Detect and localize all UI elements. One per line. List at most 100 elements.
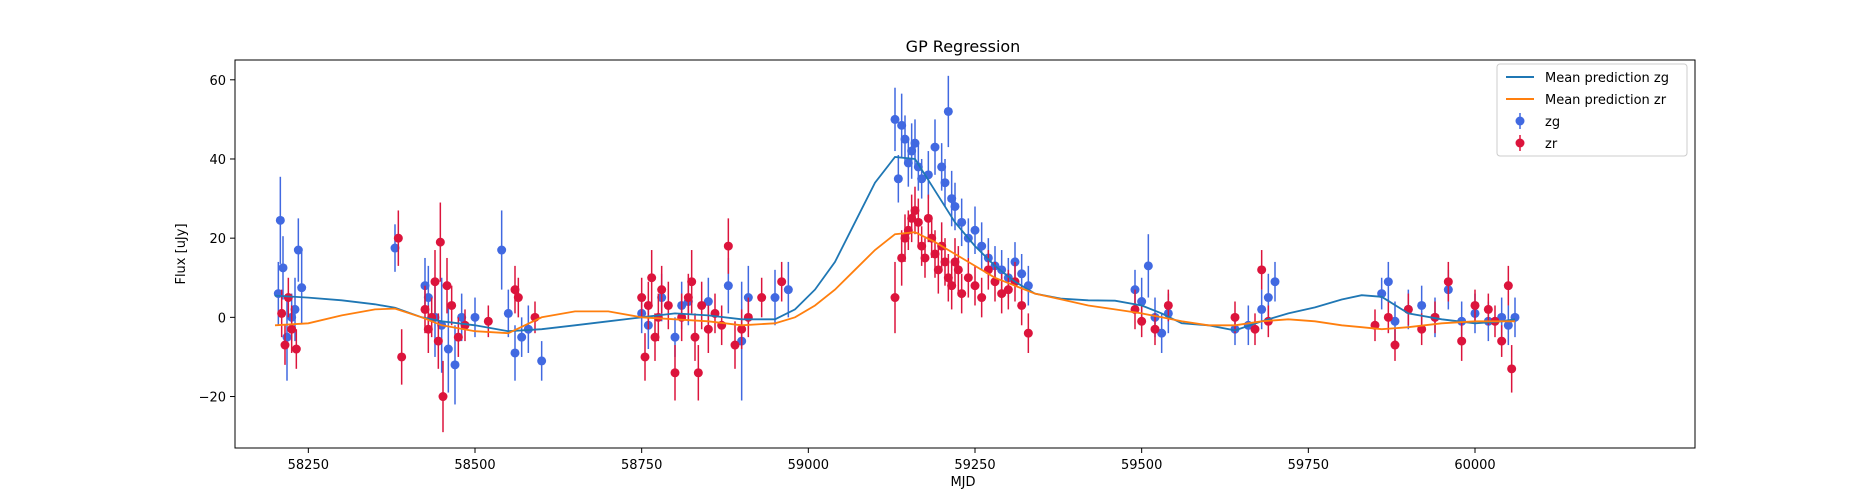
x-tick-label: 59000: [788, 458, 829, 473]
data-point: [650, 332, 660, 342]
plot-frame: [234, 59, 1696, 449]
data-point: [1390, 316, 1400, 326]
y-axis-label: Flux [uJy]: [174, 223, 189, 284]
data-point: [1250, 324, 1260, 334]
y-tick-label: −20: [199, 391, 226, 406]
data-point: [1257, 265, 1267, 275]
data-point: [670, 368, 680, 378]
data-point: [510, 285, 520, 295]
data-point: [777, 277, 787, 287]
legend: Mean prediction zg Mean prediction zr zg…: [1496, 63, 1688, 157]
data-point: [423, 324, 433, 334]
data-point: [282, 332, 292, 342]
data-point: [783, 285, 793, 295]
data-point: [970, 281, 980, 291]
data-point: [435, 237, 445, 247]
data-point: [943, 106, 953, 116]
data-point: [1417, 324, 1427, 334]
data-point: [1503, 281, 1513, 291]
data-point: [917, 174, 927, 184]
data-point: [1383, 277, 1393, 287]
series-line-mean-prediction-zr: [274, 231, 1515, 335]
data-point: [997, 289, 1007, 299]
data-point: [1383, 312, 1393, 322]
data-point: [1507, 364, 1517, 374]
data-point: [453, 332, 463, 342]
data-point: [657, 285, 667, 295]
data-point: [900, 134, 910, 144]
data-point: [1003, 285, 1013, 295]
data-point: [890, 293, 900, 303]
legend-label-mean-zg: Mean prediction zg: [1545, 71, 1669, 86]
data-point: [940, 178, 950, 188]
data-point: [1483, 304, 1493, 314]
data-point: [637, 293, 647, 303]
data-point: [443, 344, 453, 354]
data-point: [510, 348, 520, 358]
data-point: [897, 253, 907, 263]
data-point: [1143, 261, 1153, 271]
data-point: [457, 312, 467, 322]
data-point: [927, 233, 937, 243]
data-point: [743, 312, 753, 322]
data-point: [893, 174, 903, 184]
y-tick-label: 20: [209, 232, 226, 247]
data-point: [697, 300, 707, 310]
series-line-mean-prediction-zg: [274, 156, 1516, 333]
data-point: [770, 293, 780, 303]
data-point: [917, 241, 927, 251]
data-point: [687, 277, 697, 287]
data-point: [513, 293, 523, 303]
data-point: [1137, 316, 1147, 326]
data-point: [430, 277, 440, 287]
x-axis-label: MJD: [950, 475, 975, 490]
data-point: [923, 213, 933, 223]
x-tick-label: 58250: [288, 458, 329, 473]
data-point: [438, 392, 448, 402]
data-point: [703, 324, 713, 334]
data-point: [1497, 336, 1507, 346]
data-point: [640, 352, 650, 362]
data-point: [937, 162, 947, 172]
data-point: [1150, 324, 1160, 334]
data-point: [920, 253, 930, 263]
data-point: [1470, 300, 1480, 310]
data-point: [290, 304, 300, 314]
data-point: [503, 308, 513, 318]
data-point: [757, 293, 767, 303]
data-point: [957, 217, 967, 227]
data-point: [1137, 297, 1147, 307]
data-point: [1457, 336, 1467, 346]
data-point: [423, 293, 433, 303]
data-point: [397, 352, 407, 362]
data-point: [930, 249, 940, 259]
x-tick-label: 59750: [1288, 458, 1329, 473]
data-point: [1163, 300, 1173, 310]
data-point: [278, 263, 288, 273]
data-point: [497, 245, 507, 255]
x-axis: 58250 58500 58750 59000 59250 59500 59750 60000: [288, 448, 1496, 473]
data-point: [957, 289, 967, 299]
data-point: [643, 300, 653, 310]
data-point: [913, 217, 923, 227]
data-point: [907, 213, 917, 223]
data-point: [950, 201, 960, 211]
data-point: [647, 273, 657, 283]
data-point: [1263, 293, 1273, 303]
x-tick-label: 59500: [1121, 458, 1162, 473]
legend-box: [1496, 63, 1688, 157]
data-point: [953, 265, 963, 275]
data-point: [683, 293, 693, 303]
data-point: [470, 312, 480, 322]
data-point: [933, 265, 943, 275]
x-tick-label: 60000: [1454, 458, 1495, 473]
data-point: [393, 233, 403, 243]
data-point: [900, 233, 910, 243]
data-marks: [273, 75, 1520, 433]
data-point: [693, 368, 703, 378]
data-point: [723, 241, 733, 251]
data-point: [297, 283, 307, 293]
data-point: [1497, 312, 1507, 322]
data-point: [950, 257, 960, 267]
